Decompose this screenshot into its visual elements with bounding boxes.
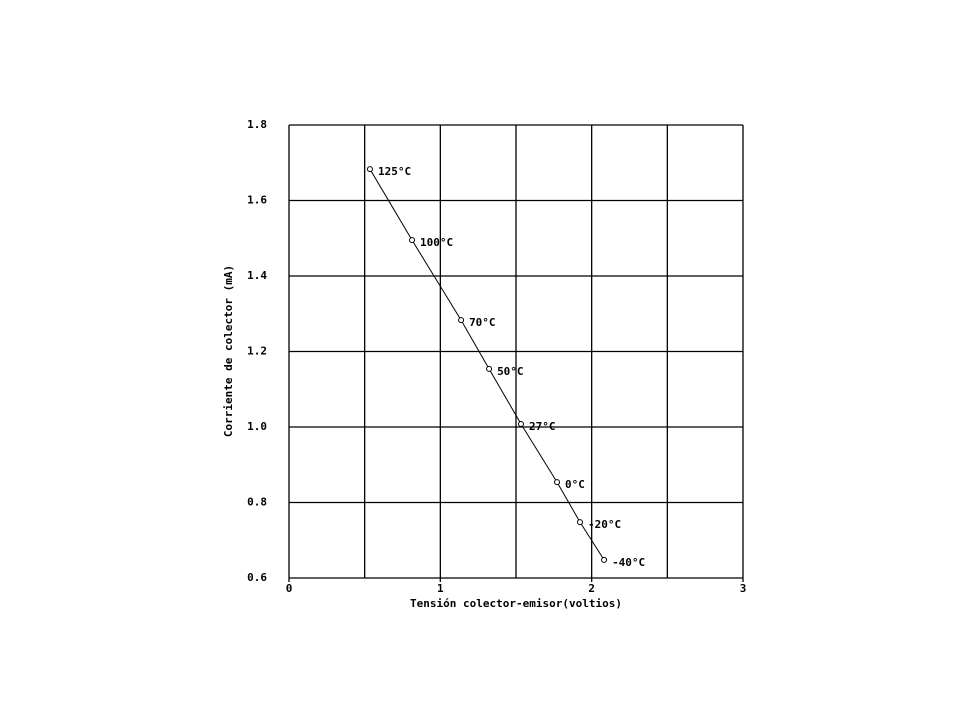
point-label: 0°C bbox=[565, 478, 585, 491]
x-tick-label: 0 bbox=[286, 582, 293, 595]
data-line bbox=[369, 168, 605, 561]
y-tick-label: 1.0 bbox=[247, 420, 267, 433]
y-tick-label: 1.4 bbox=[247, 269, 267, 282]
data-point bbox=[486, 365, 493, 372]
x-axis-label: Tensión colector-emisor(voltios) bbox=[410, 597, 622, 610]
point-label: 100°C bbox=[420, 236, 453, 249]
point-label: -40°C bbox=[612, 556, 645, 569]
y-tick-label: 0.6 bbox=[247, 571, 267, 584]
x-tick-label: 3 bbox=[740, 582, 747, 595]
data-point bbox=[554, 479, 561, 486]
point-label: 50°C bbox=[497, 365, 523, 378]
data-point bbox=[577, 519, 584, 526]
y-tick-label: 1.2 bbox=[247, 345, 267, 358]
data-point bbox=[458, 317, 465, 324]
data-point bbox=[366, 166, 373, 173]
x-tick-label: 1 bbox=[437, 582, 444, 595]
point-label: -20°C bbox=[588, 518, 621, 531]
y-tick-label: 1.8 bbox=[247, 118, 267, 131]
data-point bbox=[409, 237, 416, 244]
point-label: 70°C bbox=[469, 316, 496, 329]
x-tick-label: 2 bbox=[588, 582, 595, 595]
point-label: 27°C bbox=[529, 420, 556, 433]
y-axis-label: Corriente de colector (mA) bbox=[222, 265, 235, 437]
point-label: 125°C bbox=[378, 165, 411, 178]
data-point bbox=[601, 556, 608, 563]
data-point bbox=[517, 420, 524, 427]
y-tick-label: 0.8 bbox=[247, 496, 267, 509]
y-tick-label: 1.6 bbox=[247, 194, 267, 207]
